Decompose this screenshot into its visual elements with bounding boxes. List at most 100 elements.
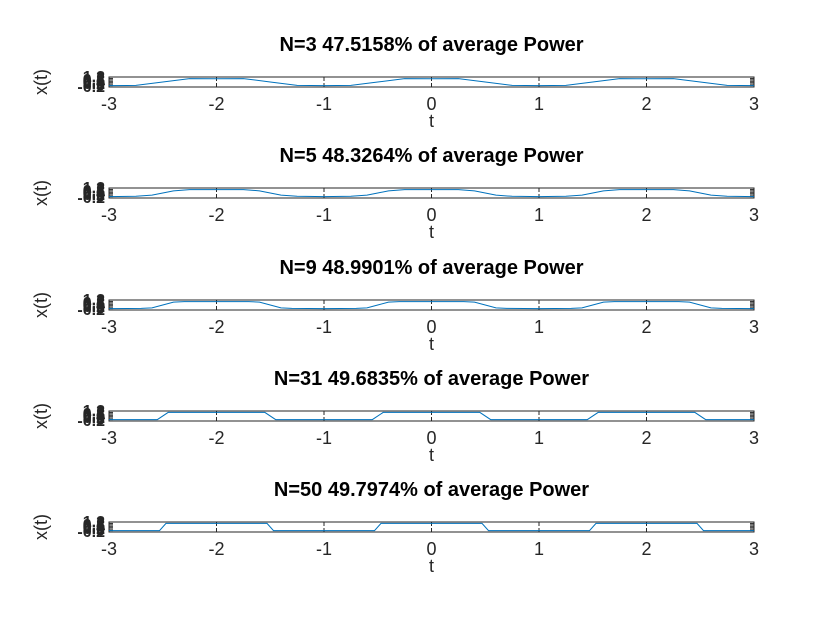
x-tick-label: -1 — [316, 205, 332, 225]
x-tick-label: 2 — [641, 205, 651, 225]
y-tick-label: 0.6 — [83, 296, 105, 313]
y-tick-label: 0 — [96, 78, 105, 95]
x-tick-label: 0 — [426, 94, 436, 114]
x-tick-label: 0 — [426, 539, 436, 559]
x-tick-label: -2 — [208, 428, 224, 448]
x-tick-label: -1 — [316, 539, 332, 559]
y-tick-label: 1 — [96, 70, 105, 87]
x-tick-label: -3 — [101, 317, 117, 337]
series-line-1 — [109, 522, 754, 532]
x-axis-label: t — [429, 334, 434, 354]
subplot-title: N=31 49.6835% of average Power — [274, 368, 589, 390]
y-tick-label: 0 — [96, 523, 105, 540]
y-tick-label: 1 — [96, 404, 105, 421]
x-tick-label: -2 — [208, 205, 224, 225]
y-tick-label: 1.2 — [83, 69, 105, 86]
y-tick-label: 0.4 — [83, 520, 105, 537]
y-tick-label: 1 — [96, 293, 105, 310]
subplot-title: N=3 47.5158% of average Power — [279, 34, 583, 56]
y-axis-label: x(t) — [31, 180, 51, 206]
y-tick-label: 0.6 — [83, 73, 105, 90]
x-axis-label: t — [429, 111, 434, 131]
x-tick-label: 3 — [749, 94, 759, 114]
y-tick-label: 0.2 — [83, 410, 105, 427]
subplot-title: N=50 49.7974% of average Power — [274, 479, 589, 501]
series-line-1 — [108, 189, 755, 198]
x-tick-label: -2 — [208, 94, 224, 114]
x-tick-label: -1 — [316, 317, 332, 337]
subplot-1: N=3 47.5158% of average Power-3 -2 -1 0 1 2 3-… — [31, 34, 759, 131]
y-tick-label: 0 — [96, 189, 105, 206]
x-tick-label: 0 — [426, 317, 436, 337]
x-tick-label: 1 — [534, 317, 544, 337]
x-tick-label: -3 — [101, 539, 117, 559]
y-tick-label: -0.2 — [77, 302, 105, 319]
y-axis-label: x(t) — [31, 403, 51, 429]
x-tick-label: -1 — [316, 94, 332, 114]
x-axis-label: t — [429, 556, 434, 576]
x-tick-label: -3 — [101, 428, 117, 448]
y-tick-label: 0.8 — [83, 406, 105, 423]
x-tick-label: 2 — [641, 428, 651, 448]
y-tick-label: 0.4 — [83, 75, 105, 92]
x-tick-label: 0 — [426, 205, 436, 225]
y-tick-label: 0.8 — [83, 295, 105, 312]
x-tick-label: 3 — [749, 205, 759, 225]
y-axis-label: x(t) — [31, 69, 51, 95]
y-tick-label: 1 — [96, 515, 105, 532]
subplot-4: N=31 49.6835% of average Power-3 -2 -1 0 1 2 3… — [31, 368, 759, 465]
subplot-title: N=9 48.9901% of average Power — [279, 257, 583, 279]
y-tick-label: 0 — [96, 412, 105, 429]
y-axis-label: x(t) — [31, 292, 51, 318]
x-tick-label: 3 — [749, 539, 759, 559]
y-tick-label: -0.2 — [77, 413, 105, 430]
x-tick-label: -3 — [101, 205, 117, 225]
y-tick-label: -0.2 — [77, 524, 105, 541]
y-tick-label: 0.2 — [83, 521, 105, 538]
y-tick-label: 0.8 — [83, 72, 105, 89]
y-tick-label: 0.4 — [83, 298, 105, 315]
x-tick-label: -2 — [208, 317, 224, 337]
y-tick-label: 0.2 — [83, 76, 105, 93]
y-tick-label: 1.2 — [83, 403, 105, 420]
y-tick-label: -0.2 — [77, 79, 105, 96]
x-tick-label: 0 — [426, 428, 436, 448]
y-tick-label: -0.2 — [77, 190, 105, 207]
x-tick-label: 3 — [749, 428, 759, 448]
series-line-1 — [109, 411, 754, 421]
x-tick-label: 2 — [641, 94, 651, 114]
y-tick-label: 1.2 — [83, 514, 105, 531]
y-tick-label: 0.4 — [83, 409, 105, 426]
y-tick-label: 0.8 — [83, 517, 105, 534]
subplot-5: N=50 49.7974% of average Power-3 -2 -1 0 1 2 3… — [31, 479, 759, 576]
x-tick-label: 2 — [641, 539, 651, 559]
x-axis-label: t — [429, 445, 434, 465]
x-tick-label: 1 — [534, 539, 544, 559]
y-axis-label: x(t) — [31, 514, 51, 540]
y-tick-label: 0.8 — [83, 183, 105, 200]
series-line-1 — [108, 78, 755, 87]
y-tick-label: 1 — [96, 181, 105, 198]
x-tick-label: 1 — [534, 205, 544, 225]
y-tick-label: 0 — [96, 301, 105, 318]
x-tick-label: -3 — [101, 94, 117, 114]
y-tick-label: 1.2 — [83, 180, 105, 197]
x-tick-label: -1 — [316, 428, 332, 448]
y-tick-label: 1.2 — [83, 292, 105, 309]
x-tick-label: 1 — [534, 428, 544, 448]
subplot-title: N=5 48.3264% of average Power — [279, 145, 583, 167]
subplot-2: N=5 48.3264% of average Power-3 -2 -1 0 1 2 3-… — [31, 145, 759, 242]
y-tick-label: 0.2 — [83, 299, 105, 316]
x-tick-label: -2 — [208, 539, 224, 559]
y-tick-label: 0.6 — [83, 407, 105, 424]
x-tick-label: 1 — [534, 94, 544, 114]
y-tick-label: 0.4 — [83, 186, 105, 203]
x-tick-label: 2 — [641, 317, 651, 337]
y-tick-label: 0.6 — [83, 518, 105, 535]
x-tick-label: 3 — [749, 317, 759, 337]
subplot-3: N=9 48.9901% of average Power-3 -2 -1 0 1 2 3-… — [31, 257, 759, 354]
y-tick-label: 0.2 — [83, 187, 105, 204]
y-tick-label: 0.6 — [83, 184, 105, 201]
x-axis-label: t — [429, 222, 434, 242]
